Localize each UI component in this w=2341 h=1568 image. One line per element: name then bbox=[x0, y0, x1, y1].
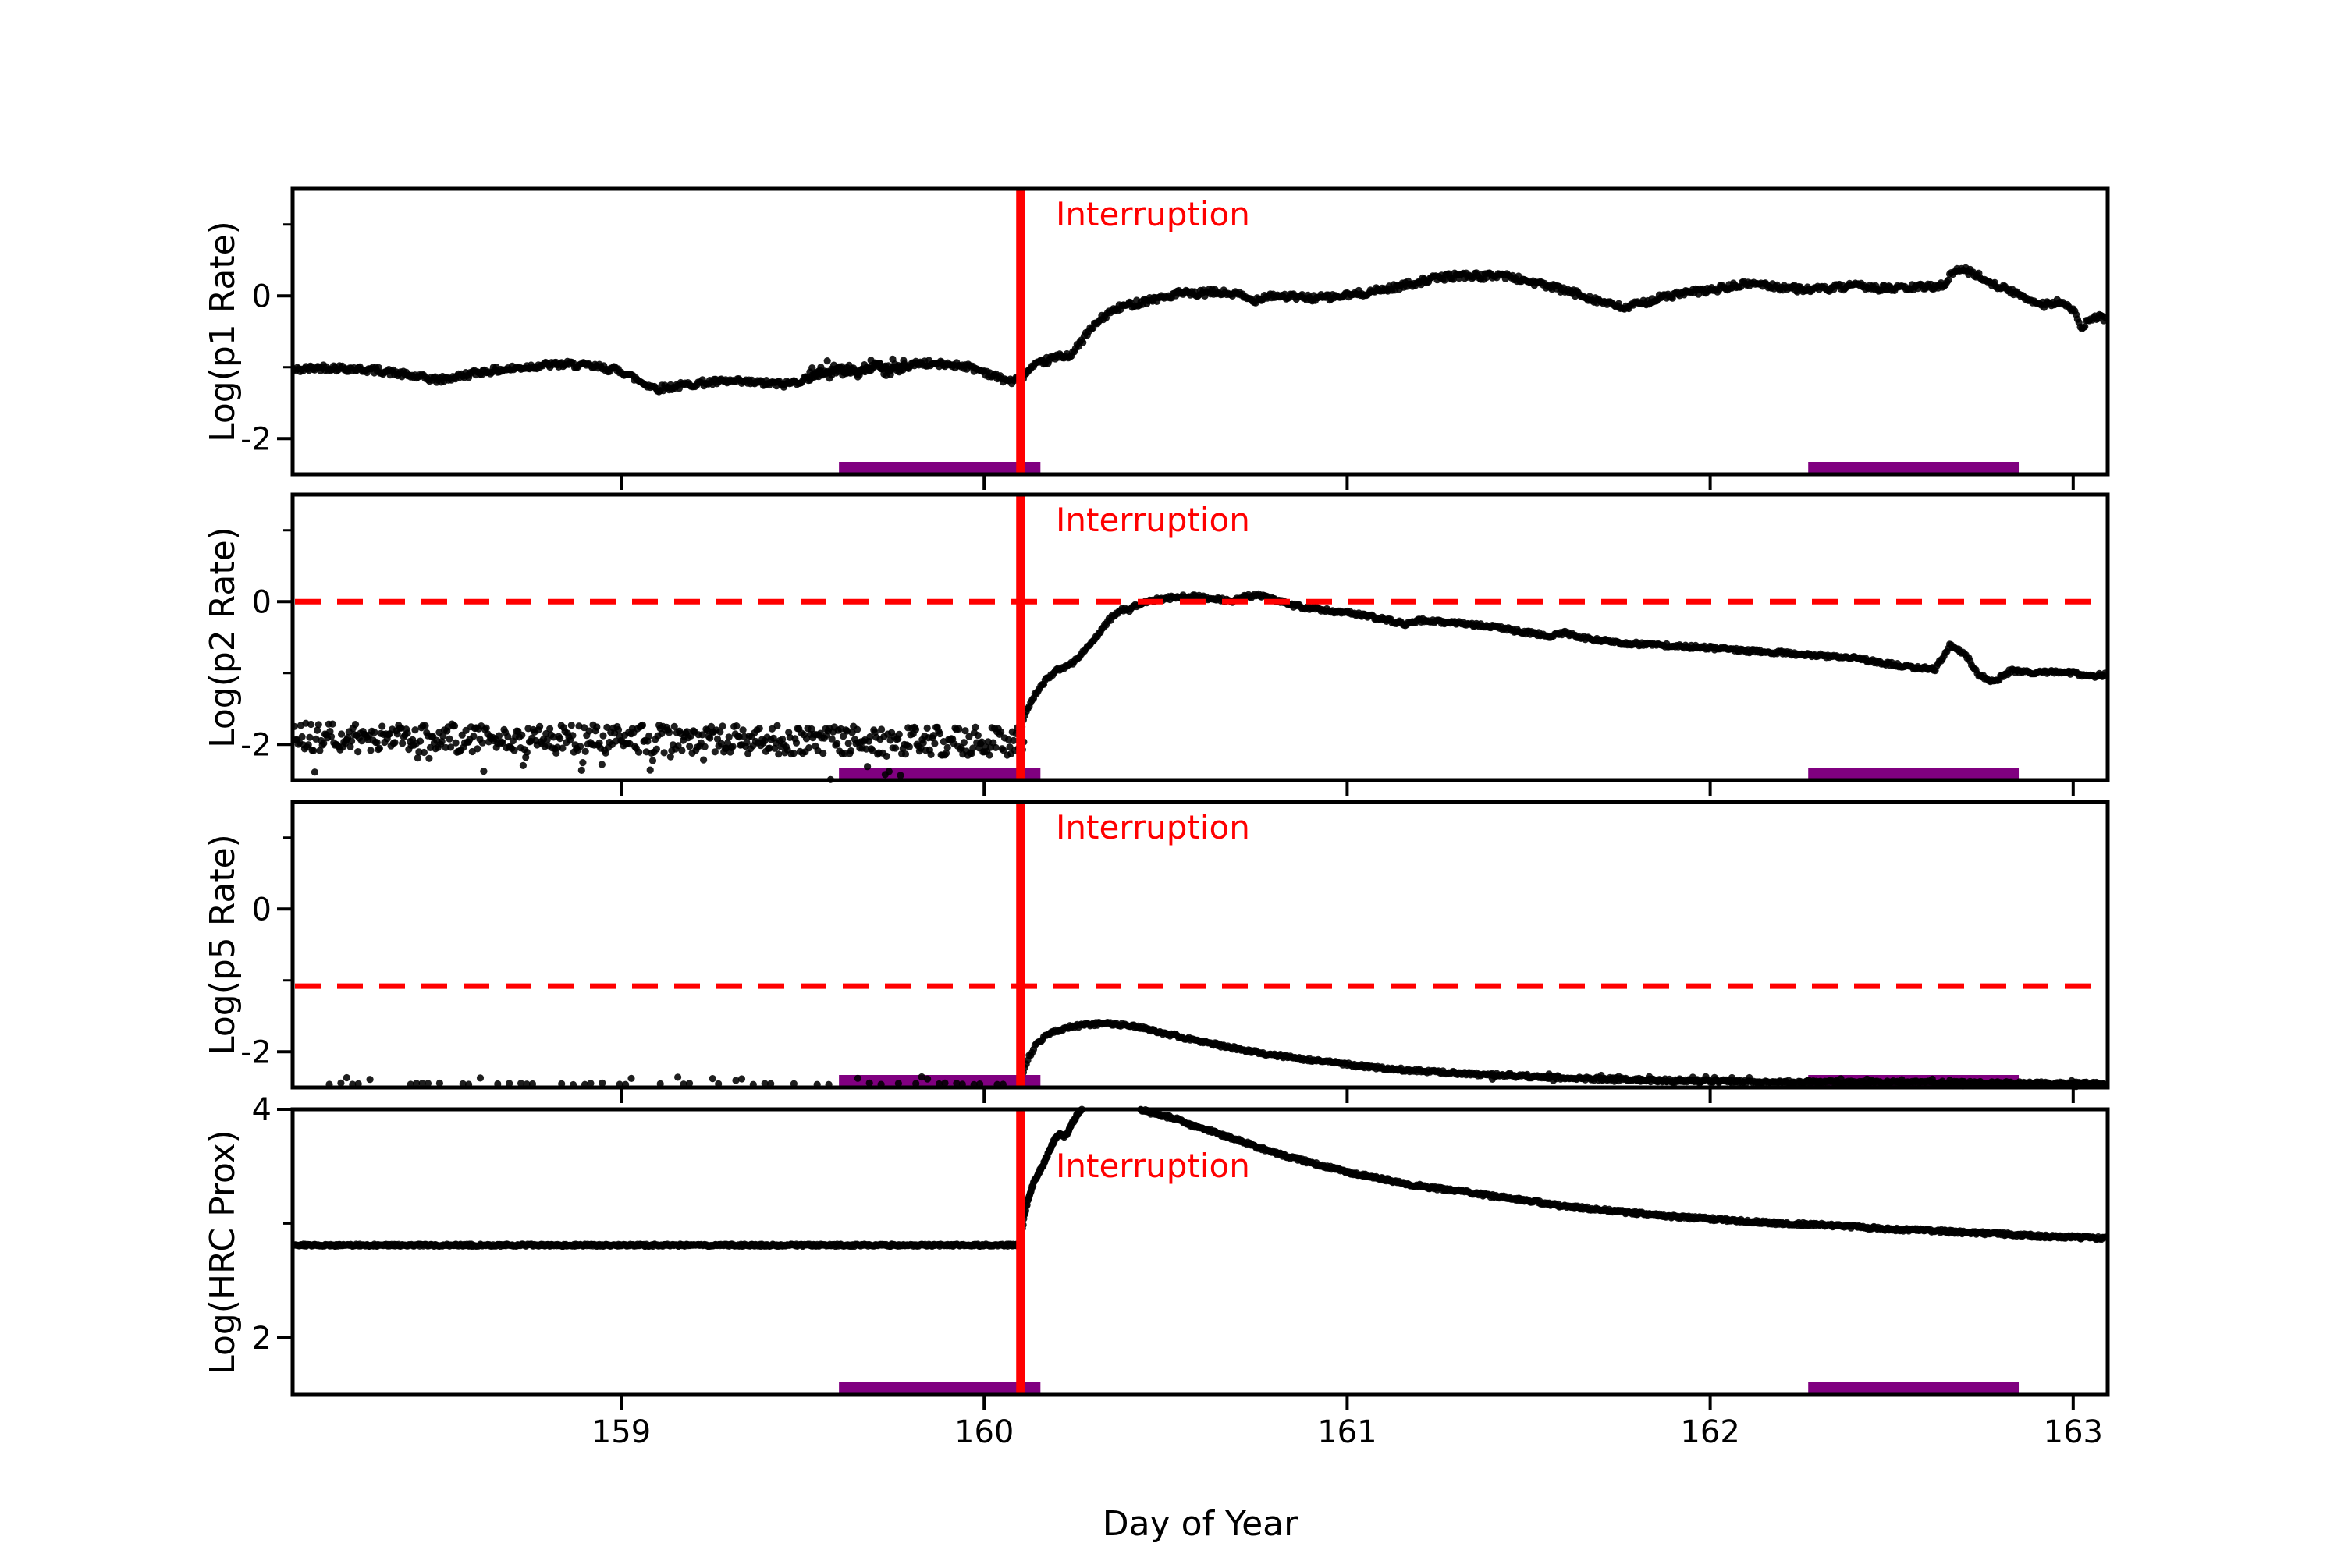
scatter-points-hrc bbox=[290, 1105, 2110, 1250]
interruption-label: Interruption bbox=[1056, 1147, 1250, 1185]
panel-spines bbox=[290, 492, 2110, 782]
y-tick-label: -2 bbox=[240, 727, 272, 763]
y-tick-label: -2 bbox=[240, 1034, 272, 1070]
x-axis-label: Day of Year bbox=[1103, 1504, 1298, 1544]
interruption-label: Interruption bbox=[1056, 195, 1250, 233]
interruption-label: Interruption bbox=[1056, 501, 1250, 539]
x-tick-label: 159 bbox=[591, 1414, 651, 1450]
purple-band bbox=[839, 1382, 1041, 1393]
y-axis-label-hrc: Log(HRC Prox) bbox=[203, 1130, 243, 1375]
panel-spines bbox=[290, 800, 2110, 1090]
interruption-label: Interruption bbox=[1056, 808, 1250, 846]
x-tick-label: 160 bbox=[954, 1414, 1014, 1450]
y-tick-label: 0 bbox=[252, 892, 272, 928]
purple-band bbox=[1808, 462, 2020, 473]
scatter-points-p1 bbox=[290, 264, 2109, 396]
purple-band bbox=[1808, 1382, 2020, 1393]
panel-spines bbox=[290, 186, 2110, 477]
x-tick-label: 161 bbox=[1317, 1414, 1377, 1450]
y-tick-label: -2 bbox=[240, 421, 272, 457]
x-tick-label: 163 bbox=[2044, 1414, 2103, 1450]
y-tick-label: 0 bbox=[252, 278, 272, 314]
y-tick-label: 4 bbox=[252, 1092, 272, 1128]
scatter-points-p2 bbox=[290, 590, 2109, 783]
purple-band bbox=[1808, 768, 2020, 779]
purple-band bbox=[839, 462, 1041, 473]
y-axis-label-p2: Log(p2 Rate) bbox=[203, 527, 243, 748]
x-tick-label: 162 bbox=[1680, 1414, 1739, 1450]
y-axis-label-p5: Log(p5 Rate) bbox=[203, 834, 243, 1055]
scatter-points-p5 bbox=[325, 1019, 2109, 1091]
panel-spines bbox=[290, 1107, 2110, 1397]
x-axis: 159 160 161 162 163 Day of Year bbox=[591, 1414, 2103, 1544]
y-tick-label: 0 bbox=[252, 584, 272, 620]
y-tick-label: 2 bbox=[252, 1321, 272, 1357]
y-axis-label-p1: Log(p1 Rate) bbox=[203, 221, 243, 442]
